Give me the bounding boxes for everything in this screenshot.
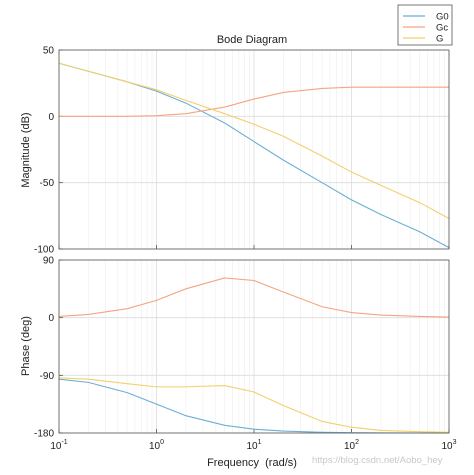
x-tick-label: 101 <box>246 439 261 452</box>
phase-y-tick-label: -180 <box>34 429 54 440</box>
y-axis-label-magnitude: Magnitude (dB) <box>20 112 32 187</box>
magnitude-series-g <box>58 62 450 219</box>
magnitude-y-tick-label: -100 <box>34 245 54 256</box>
magnitude-series-gc <box>59 86 449 117</box>
phase-y-tick-label: -90 <box>40 371 55 382</box>
x-tick-label: 10-1 <box>50 439 67 452</box>
magnitude-axes-frame <box>58 49 450 250</box>
x-tick-label: 103 <box>441 439 456 452</box>
watermark: https://blog.csdn.net/Aobo_hey <box>312 455 443 466</box>
legend-label-g0: G0 <box>436 12 449 23</box>
y-axis-label-phase: Phase (deg) <box>20 316 32 376</box>
magnitude-y-tick-label: 0 <box>48 112 54 123</box>
legend-label-g: G <box>436 34 443 45</box>
phase-axes-frame <box>58 259 450 434</box>
magnitude-y-tick-label: 50 <box>43 46 55 57</box>
x-axis-label: Frequency (rad/s) <box>207 457 297 469</box>
phase-y-tick-label: 0 <box>48 313 54 324</box>
magnitude-y-tick-label: -50 <box>40 178 55 189</box>
chart-title: Bode Diagram <box>217 34 287 46</box>
legend-label-gc: Gc <box>436 23 448 34</box>
x-tick-label: 100 <box>149 439 164 452</box>
phase-panel: 90 0 -90 -180 <box>34 256 450 440</box>
phase-y-tick-label: 90 <box>43 256 55 267</box>
magnitude-panel: 50 0 -50 -100 <box>34 46 450 256</box>
x-tick-labels: 10-1 100 101 102 103 <box>50 439 456 452</box>
phase-series-g <box>58 377 450 433</box>
x-tick-label: 102 <box>344 439 359 452</box>
phase-series-gc <box>58 277 450 318</box>
